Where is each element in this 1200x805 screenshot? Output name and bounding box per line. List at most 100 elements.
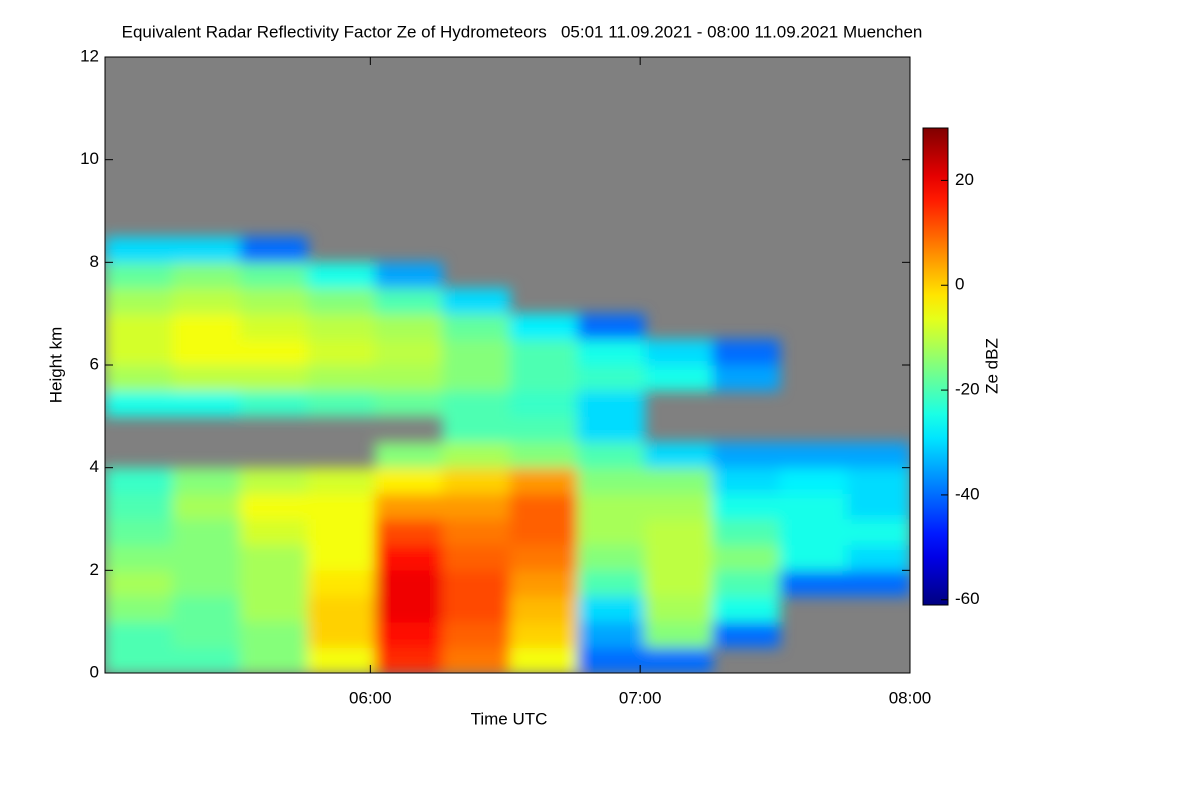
heatmap <box>105 236 910 673</box>
heatmap-cell <box>374 519 443 546</box>
heatmap-cell <box>307 544 376 571</box>
heatmap-cell <box>374 313 443 340</box>
heatmap-cell <box>779 493 848 520</box>
heatmap-cell <box>509 519 578 546</box>
heatmap-cell <box>307 262 376 289</box>
heatmap-cell <box>307 621 376 648</box>
heatmap-cell <box>509 544 578 571</box>
heatmap-cell <box>712 570 781 597</box>
heatmap-cell <box>172 288 241 315</box>
heatmap-cell <box>644 493 713 520</box>
heatmap-cell <box>577 621 646 648</box>
heatmap-cell <box>509 570 578 597</box>
heatmap-cell <box>172 493 241 520</box>
heatmap-cell <box>105 493 173 520</box>
heatmap-cell <box>644 519 713 546</box>
heatmap-cell <box>374 596 443 623</box>
heatmap-cell <box>239 493 308 520</box>
heatmap-cell <box>172 647 241 673</box>
heatmap-cell <box>105 544 173 571</box>
heatmap-cell <box>105 390 173 417</box>
y-tick-label: 8 <box>90 252 99 271</box>
y-tick-label: 2 <box>90 560 99 579</box>
heatmap-cell <box>442 647 511 673</box>
heatmap-cell <box>712 596 781 623</box>
heatmap-cell <box>577 442 646 469</box>
heatmap-cell <box>374 467 443 494</box>
heatmap-cell <box>712 493 781 520</box>
y-tick-label: 12 <box>80 46 99 65</box>
heatmap-cell <box>105 288 173 315</box>
heatmap-cell <box>779 544 848 571</box>
x-axis-label: Time UTC <box>471 709 548 728</box>
heatmap-cell <box>509 339 578 366</box>
chart-title: Equivalent Radar Reflectivity Factor Ze … <box>122 22 923 41</box>
heatmap-cell <box>442 288 511 315</box>
heatmap-cell <box>239 236 308 263</box>
heatmap-cell <box>172 544 241 571</box>
heatmap-cell <box>442 570 511 597</box>
heatmap-cell <box>442 621 511 648</box>
heatmap-cell <box>509 647 578 673</box>
heatmap-cell <box>172 313 241 340</box>
colorbar <box>922 127 949 606</box>
heatmap-cell <box>577 570 646 597</box>
heatmap-cell <box>712 544 781 571</box>
heatmap-cell <box>374 570 443 597</box>
y-tick-label: 0 <box>90 662 99 681</box>
heatmap-cell <box>442 544 511 571</box>
x-tick-label: 07:00 <box>619 688 662 707</box>
heatmap-cell <box>644 570 713 597</box>
heatmap-cell <box>644 621 713 648</box>
heatmap-cell <box>374 288 443 315</box>
heatmap-cell <box>105 236 173 263</box>
y-axis-label: Height km <box>46 327 65 404</box>
heatmap-cell <box>105 647 173 673</box>
heatmap-cell <box>307 313 376 340</box>
heatmap-cell <box>239 544 308 571</box>
heatmap-cell <box>239 262 308 289</box>
heatmap-cell <box>239 621 308 648</box>
heatmap-cell <box>105 570 173 597</box>
heatmap-cell <box>172 365 241 392</box>
heatmap-cell <box>307 365 376 392</box>
colorbar-tick-label: -60 <box>955 589 980 608</box>
heatmap-cell <box>239 313 308 340</box>
heatmap-cell <box>239 467 308 494</box>
heatmap-cell <box>577 647 646 673</box>
heatmap-cell <box>307 596 376 623</box>
y-tick-label: 4 <box>90 457 99 476</box>
heatmap-cell <box>509 390 578 417</box>
heatmap-cell <box>509 596 578 623</box>
heatmap-cell <box>442 339 511 366</box>
heatmap-cell <box>307 570 376 597</box>
heatmap-cell <box>374 442 443 469</box>
heatmap-cell <box>105 621 173 648</box>
y-tick-label: 10 <box>80 149 99 168</box>
heatmap-cell <box>509 493 578 520</box>
heatmap-cell <box>374 647 443 673</box>
heatmap-cell <box>509 621 578 648</box>
heatmap-cell <box>239 647 308 673</box>
heatmap-cell <box>239 596 308 623</box>
heatmap-cell <box>105 339 173 366</box>
heatmap-cell <box>442 442 511 469</box>
heatmap-cell <box>307 467 376 494</box>
heatmap-cell <box>847 570 910 597</box>
heatmap-cell <box>172 596 241 623</box>
heatmap-cell <box>712 621 781 648</box>
heatmap-cell <box>847 493 910 520</box>
heatmap-cell <box>172 236 241 263</box>
heatmap-cell <box>577 519 646 546</box>
heatmap-cell <box>307 493 376 520</box>
heatmap-cell <box>105 313 173 340</box>
heatmap-cell <box>105 365 173 392</box>
heatmap-cell <box>644 365 713 392</box>
heatmap-cell <box>712 442 781 469</box>
heatmap-cell <box>644 339 713 366</box>
heatmap-cell <box>442 493 511 520</box>
heatmap-cell <box>374 365 443 392</box>
colorbar-tick-label: -20 <box>955 380 980 399</box>
